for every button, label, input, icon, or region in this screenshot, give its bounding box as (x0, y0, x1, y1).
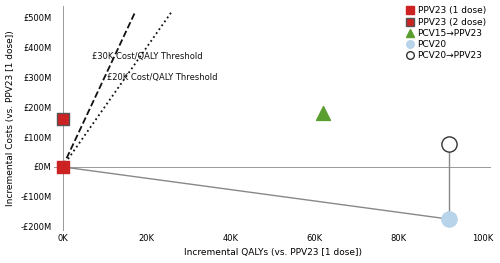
Y-axis label: Incremental Costs (vs. PPV23 [1 dose]): Incremental Costs (vs. PPV23 [1 dose]) (6, 31, 15, 206)
Point (319, 111, 327, 115)
Text: £20K Cost/QALY Threshold: £20K Cost/QALY Threshold (106, 73, 217, 82)
Point (445, 142, 453, 146)
Point (58, 117, 66, 121)
Point (445, 217, 453, 221)
Legend: PPV23 (1 dose), PPV23 (2 dose), PCV15→PPV23, PCV20, PCV20→PPV23: PPV23 (1 dose), PPV23 (2 dose), PCV15→PP… (406, 6, 487, 61)
Point (58, 165, 66, 169)
Text: £30K Cost/QALY Threshold: £30K Cost/QALY Threshold (92, 52, 202, 61)
X-axis label: Incremental QALYs (vs. PPV23 [1 dose]): Incremental QALYs (vs. PPV23 [1 dose]) (184, 249, 362, 257)
